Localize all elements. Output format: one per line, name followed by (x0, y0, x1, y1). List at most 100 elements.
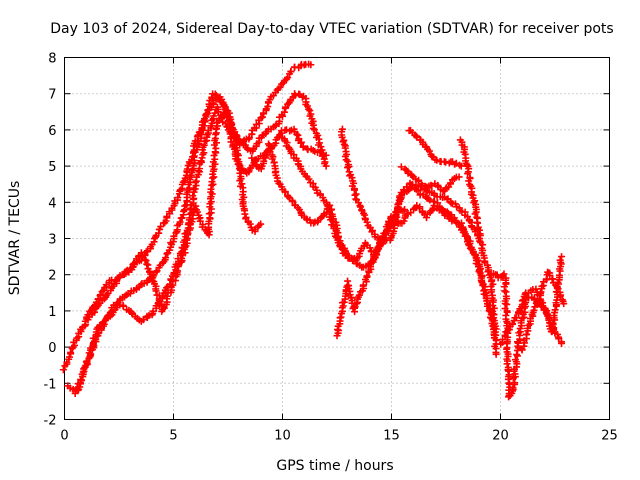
y-tick-label: 5 (48, 160, 56, 175)
data-point (152, 268, 160, 276)
x-tick-label: 25 (601, 429, 618, 444)
x-tick-label: 15 (383, 429, 400, 444)
data-point (468, 190, 476, 198)
data-point (287, 67, 295, 75)
series-track-n (497, 253, 566, 348)
data-point (512, 314, 520, 322)
data-point (90, 302, 98, 310)
data-point (141, 256, 149, 264)
data-point (280, 108, 288, 116)
data-point (162, 254, 170, 262)
data-point (275, 179, 283, 187)
data-point (142, 248, 150, 256)
y-tick-label: 6 (48, 124, 56, 139)
data-point (200, 117, 208, 125)
y-tick-label: 4 (48, 196, 56, 211)
tick-layer: -2 -1 0 1 2 3 4 5 6 7 8 0 5 10 15 20 25 (44, 52, 618, 444)
data-point (514, 339, 522, 347)
data-point (372, 249, 380, 257)
data-point (211, 109, 219, 117)
data-point (163, 292, 171, 300)
data-point (511, 379, 519, 387)
x-tick-label: 10 (274, 429, 291, 444)
data-point (464, 170, 472, 178)
data-point (235, 160, 243, 168)
data-point (549, 319, 557, 327)
data-point (174, 194, 182, 202)
data-point (190, 152, 198, 160)
x-axis-label: GPS time / hours (276, 458, 393, 474)
data-point (185, 184, 193, 192)
y-tick-label: -2 (44, 414, 57, 429)
data-point (310, 219, 318, 227)
data-point (406, 179, 414, 187)
data-point (340, 140, 348, 148)
data-point (551, 306, 559, 314)
data-point (179, 178, 187, 186)
data-point (298, 93, 306, 101)
data-point (394, 201, 402, 209)
data-point (270, 159, 278, 167)
data-point (433, 156, 441, 164)
data-point (513, 351, 521, 359)
data-point (119, 302, 127, 310)
data-point (211, 90, 219, 98)
data-point (322, 162, 330, 170)
data-point (318, 146, 326, 154)
data-point (518, 297, 526, 305)
data-point (147, 270, 155, 278)
data-point (511, 356, 519, 364)
data-point (181, 202, 189, 210)
y-tick-label: 7 (48, 88, 56, 103)
data-point (371, 254, 379, 262)
data-point (344, 164, 352, 172)
data-point (80, 365, 88, 373)
x-tick-label: 5 (169, 429, 177, 444)
data-point (426, 196, 434, 204)
data-point (475, 268, 483, 276)
data-point (257, 114, 265, 122)
data-point (67, 348, 75, 356)
data-point (130, 260, 138, 268)
data-point (77, 376, 85, 384)
data-point (560, 300, 568, 308)
x-tick-label: 0 (60, 429, 68, 444)
data-point (556, 256, 564, 264)
data-point (455, 173, 463, 181)
data-point (73, 384, 81, 392)
data-point (530, 306, 538, 314)
data-point (258, 113, 266, 121)
data-point (466, 239, 474, 247)
data-point (505, 393, 513, 401)
data-point (465, 177, 473, 185)
data-point (176, 218, 184, 226)
data-point (401, 206, 409, 214)
data-point (201, 118, 209, 126)
data-point (129, 261, 137, 269)
data-point (558, 339, 566, 347)
data-point (310, 126, 318, 134)
data-point (193, 208, 201, 216)
series-track-k (456, 136, 500, 358)
data-point (457, 162, 465, 170)
data-point (307, 61, 315, 69)
y-tick-label: 3 (48, 233, 56, 248)
data-point (59, 366, 67, 374)
data-point (443, 208, 451, 216)
data-point (481, 283, 489, 291)
data-point (172, 229, 180, 237)
data-point (519, 296, 527, 304)
data-point (363, 218, 371, 226)
data-point (139, 316, 147, 324)
data-point (501, 287, 509, 295)
data-point (366, 263, 374, 271)
data-point (355, 291, 363, 299)
y-tick-label: 0 (48, 341, 56, 356)
data-point (200, 141, 208, 149)
data-point (261, 151, 269, 159)
data-point (191, 185, 199, 193)
data-point (303, 102, 311, 110)
data-point (340, 298, 348, 306)
